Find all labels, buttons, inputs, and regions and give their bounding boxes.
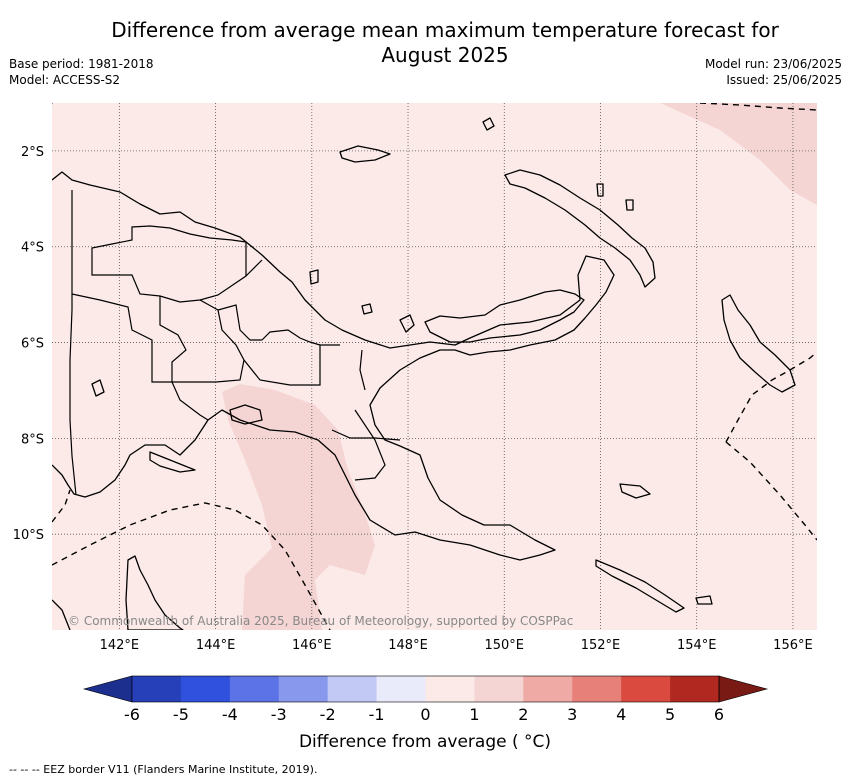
lon-label: 152°E <box>581 638 621 653</box>
model-run: Model run: 23/06/2025 <box>704 57 842 71</box>
lat-label: 8°S <box>21 432 44 447</box>
colorbar-bin <box>572 676 622 702</box>
bougainville-coast <box>721 294 796 393</box>
colorbar-arrow-high <box>718 675 769 703</box>
new-britain-coast <box>424 289 585 343</box>
colorbar-bin <box>278 676 328 702</box>
colorbar-tick-label: -5 <box>172 705 189 724</box>
lon-label: 150°E <box>484 638 524 653</box>
colorbar-tick-label: 4 <box>616 705 627 724</box>
colorbar-bin <box>229 676 280 702</box>
graticule <box>52 103 817 630</box>
colorbar-bin <box>132 676 182 702</box>
meta-right: Model run: 23/06/2025 Issued: 25/06/2025 <box>705 56 842 88</box>
chart-title: Difference from average mean maximum tem… <box>111 18 779 67</box>
model-name: Model: ACCESS-S2 <box>9 73 121 87</box>
international-border <box>69 190 77 496</box>
colorbar-bin <box>425 676 475 702</box>
cape-york-coast <box>125 555 184 630</box>
meta-left: Base period: 1981-2018 Model: ACCESS-S2 <box>9 56 154 88</box>
anomaly-patch-south <box>222 384 375 630</box>
colorbar-tick-label: -2 <box>319 705 336 724</box>
colorbar-tick-label: 6 <box>713 705 725 724</box>
lon-label: 154°E <box>677 638 717 653</box>
colorbar-tick-label: -4 <box>221 705 238 724</box>
colorbar-title: Difference from average ( °C) <box>298 732 552 752</box>
anomaly-patch-northeast <box>660 103 817 205</box>
colorbar-tick-label: 1 <box>469 705 480 724</box>
lon-label: 144°E <box>196 638 236 653</box>
colorbar-bin <box>523 676 573 702</box>
lat-label: 2°S <box>21 145 44 160</box>
colorbar-tick-label: 0 <box>420 705 431 724</box>
lon-label: 146°E <box>292 638 332 653</box>
colorbar-bin <box>327 676 377 702</box>
colorbar-tick-label: 5 <box>664 705 676 724</box>
longitude-labels: 142°E 144°E 146°E 148°E 150°E 152°E 154°E 156°E <box>100 638 813 653</box>
manus-coast <box>339 145 391 163</box>
colorbar-arrow-low <box>82 675 133 703</box>
map-area <box>52 103 817 630</box>
copyright-notice: © Commonwealth of Australia 2025, Bureau… <box>68 614 573 628</box>
lat-label: 10°S <box>13 528 44 543</box>
colorbar-tick-label: -3 <box>270 705 287 724</box>
eez-legend-note: -- -- -- EEZ border V11 (Flanders Marine… <box>9 763 318 776</box>
boundaries <box>69 190 401 496</box>
colorbar-tick-label: -1 <box>368 705 385 724</box>
lon-label: 148°E <box>388 638 428 653</box>
colorbar-bin <box>180 676 231 702</box>
colorbar <box>82 675 769 703</box>
lon-label: 156°E <box>773 638 813 653</box>
colorbar-bin <box>670 676 720 702</box>
lat-label: 4°S <box>21 241 44 256</box>
base-period: Base period: 1981-2018 <box>9 57 154 71</box>
new-guinea-coast <box>52 171 615 561</box>
eez-borders <box>52 103 817 630</box>
coastlines <box>52 117 796 630</box>
colorbar-bin <box>376 676 426 702</box>
colorbar-tick-label: 3 <box>567 705 578 724</box>
lat-label: 6°S <box>21 337 44 352</box>
colorbar-tick-label: -6 <box>124 705 140 724</box>
colorbar-bin <box>474 676 524 702</box>
issued-date: Issued: 25/06/2025 <box>726 73 842 87</box>
lon-label: 142°E <box>100 638 140 653</box>
colorbar-bin <box>621 676 671 702</box>
latitude-labels: 2°S 4°S 6°S 8°S 10°S <box>13 145 44 543</box>
new-ireland-coast <box>504 169 656 288</box>
colorbar-tick-label: 2 <box>518 705 529 724</box>
